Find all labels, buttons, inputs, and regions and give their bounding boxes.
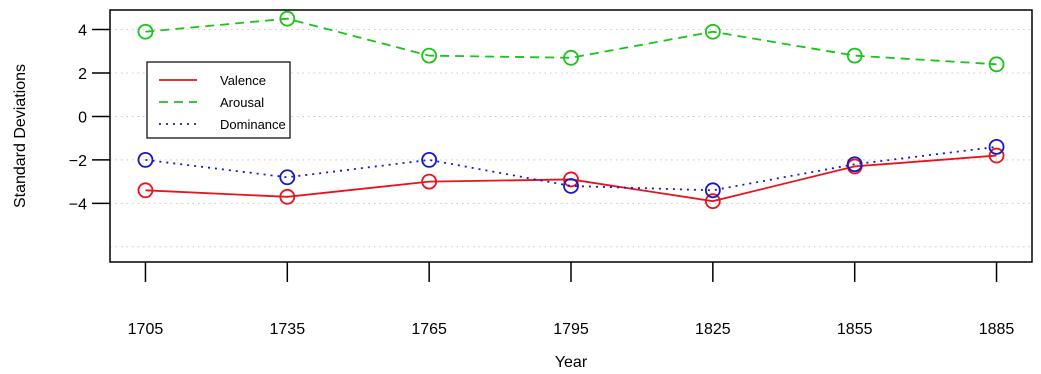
x-tick-label: 1795	[553, 321, 589, 338]
data-point-dominance	[421, 151, 438, 168]
series-arousal	[137, 10, 1005, 73]
data-point-valence	[704, 193, 721, 210]
legend-label-dominance: Dominance	[220, 117, 286, 132]
data-point-dominance	[137, 151, 154, 168]
data-point-arousal	[846, 47, 863, 64]
data-point-valence	[563, 171, 579, 188]
legend-box	[146, 61, 291, 139]
x-tick-label: 1765	[411, 321, 447, 338]
x-axis: 1705 1735 1765 1795 1825 1855 1885	[128, 262, 1015, 338]
series-line-arousal	[145, 17, 997, 66]
data-point-dominance	[988, 138, 1005, 155]
y-tick-label: 4	[78, 23, 87, 40]
data-point-arousal	[279, 10, 296, 27]
y-axis-title: Standard Deviations	[12, 64, 29, 208]
data-point-valence	[421, 173, 438, 190]
data-point-arousal	[704, 23, 721, 40]
x-tick-label: 1735	[270, 321, 306, 338]
series-dominance	[137, 138, 1005, 199]
y-axis: 4 2 0 −2 −4	[69, 23, 110, 213]
data-point-dominance	[563, 178, 579, 194]
y-tick-label: −2	[69, 153, 87, 170]
data-point-dominance	[704, 182, 721, 199]
data-point-valence	[988, 147, 1005, 164]
series-layer	[137, 10, 1005, 210]
y-tick-label: 2	[78, 66, 87, 83]
x-tick-label: 1705	[128, 321, 164, 338]
legend-label-arousal: Arousal	[220, 95, 264, 110]
data-point-valence	[137, 182, 154, 199]
data-point-arousal	[421, 47, 438, 64]
data-point-arousal	[563, 49, 579, 66]
data-point-dominance	[846, 156, 863, 173]
data-point-dominance	[279, 169, 296, 186]
legend: Valence Arousal Dominance	[146, 61, 291, 139]
x-tick-label: 1855	[837, 321, 873, 338]
x-tick-label: 1825	[695, 321, 731, 338]
y-tick-label: 0	[78, 109, 87, 126]
legend-label-valence: Valence	[220, 73, 266, 88]
data-point-arousal	[988, 56, 1005, 73]
data-point-valence	[279, 188, 296, 205]
data-point-arousal	[137, 23, 154, 40]
y-tick-label: −4	[69, 196, 87, 213]
x-axis-title: Year	[555, 354, 588, 371]
x-tick-label: 1885	[979, 321, 1015, 338]
